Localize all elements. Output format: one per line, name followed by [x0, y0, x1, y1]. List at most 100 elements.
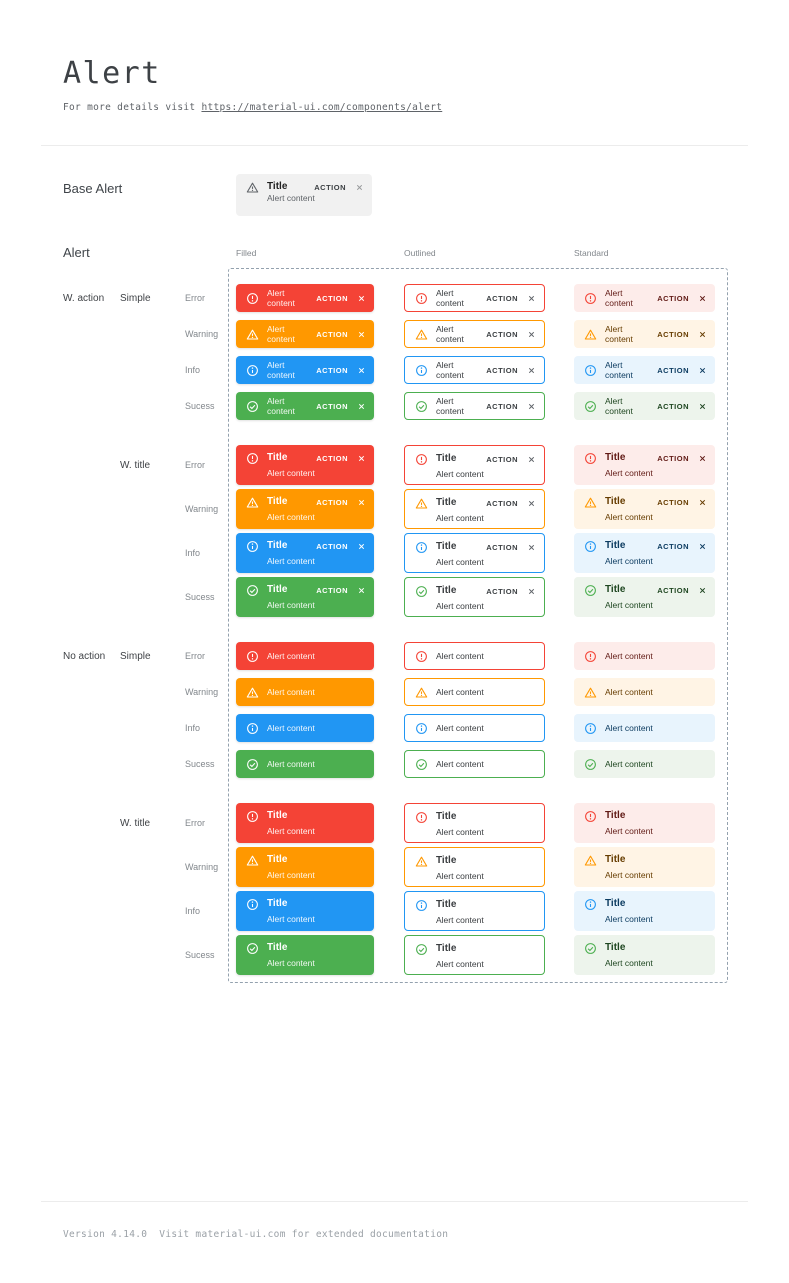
- error-outline-icon: [584, 650, 597, 663]
- alert-standard-warning: Alert content ACTION: [574, 320, 715, 348]
- close-icon[interactable]: [698, 402, 707, 411]
- close-icon[interactable]: [698, 330, 707, 339]
- alert-outlined-warning: Title Alert content: [404, 847, 545, 887]
- alert-action-button[interactable]: ACTION: [316, 585, 348, 595]
- alert-action-button[interactable]: ACTION: [316, 453, 348, 463]
- alert-action-button[interactable]: ACTION: [486, 586, 518, 596]
- alert-outlined-sucess: Alert content: [404, 750, 545, 778]
- alert-title: Title: [267, 452, 288, 463]
- close-icon[interactable]: [357, 402, 366, 411]
- docs-link[interactable]: https://material-ui.com/components/alert: [201, 102, 443, 113]
- alert-content: Alert content: [436, 469, 484, 479]
- alert-action-button[interactable]: ACTION: [316, 365, 348, 375]
- close-icon[interactable]: [527, 366, 536, 375]
- alert-title: Title: [605, 540, 626, 551]
- row-severity-label: Sucess: [185, 592, 215, 602]
- row-variant-label: Simple: [120, 292, 151, 304]
- alert-standard-info: Title Alert content: [574, 891, 715, 931]
- alert-filled-error: Alert content ACTION: [236, 284, 374, 312]
- warning-triangle-icon: [584, 496, 597, 509]
- alert-action-button[interactable]: ACTION: [657, 541, 689, 551]
- alert-action-button[interactable]: ACTION: [657, 293, 689, 303]
- close-icon[interactable]: [357, 294, 366, 303]
- alert-action-button[interactable]: ACTION: [316, 329, 348, 339]
- alert-action-button[interactable]: ACTION: [486, 401, 518, 411]
- alert-filled-warning: Title Alert content: [236, 847, 374, 887]
- close-icon[interactable]: [698, 586, 707, 595]
- alert-content: Alert content: [436, 959, 484, 969]
- close-icon[interactable]: [357, 330, 366, 339]
- alert-content: Alert content: [436, 687, 484, 697]
- alert-action-button[interactable]: ACTION: [316, 541, 348, 551]
- warning-triangle-icon: [246, 686, 259, 699]
- close-icon[interactable]: [357, 542, 366, 551]
- close-icon[interactable]: [357, 366, 366, 375]
- alert-message: Title Alert content: [605, 810, 707, 836]
- alert-row: W. title Error Title ACTION Alert content Tit…: [63, 445, 789, 485]
- close-icon[interactable]: [698, 294, 707, 303]
- alert-standard-error: Title Alert content: [574, 803, 715, 843]
- close-icon[interactable]: [357, 498, 366, 507]
- page-title: Alert: [63, 56, 161, 91]
- close-icon[interactable]: [527, 543, 536, 552]
- alert-row: Info Alert content Alert content Alert cont…: [63, 714, 789, 742]
- alert-row: Warning Alert content ACTION Alert content A…: [63, 320, 789, 348]
- alert-row: No action Simple Error Alert content Alert c…: [63, 642, 789, 670]
- alert-row: W. action Simple Error Alert content ACTION A…: [63, 284, 789, 312]
- close-icon[interactable]: [357, 454, 366, 463]
- alert-message: Title Alert content: [267, 898, 366, 924]
- alert-action-button[interactable]: ACTION: [657, 329, 689, 339]
- alert-action-button[interactable]: ACTION: [486, 542, 518, 552]
- alert-filled-warning: Alert content: [236, 678, 374, 706]
- close-icon[interactable]: [698, 542, 707, 551]
- alert-action-button[interactable]: ACTION: [316, 293, 348, 303]
- close-icon[interactable]: [698, 498, 707, 507]
- alert-content: Alert content: [605, 468, 653, 478]
- alert-filled-info: Alert content: [236, 714, 374, 742]
- close-icon[interactable]: [698, 454, 707, 463]
- alert-action-button[interactable]: ACTION: [316, 497, 348, 507]
- close-icon[interactable]: [527, 499, 536, 508]
- alert-title: Title: [605, 496, 626, 507]
- close-icon[interactable]: [527, 402, 536, 411]
- subtitle: For more details visit https://material-…: [63, 102, 727, 113]
- alert-action-button[interactable]: ACTION: [657, 365, 689, 375]
- close-icon[interactable]: [527, 294, 536, 303]
- alert-action-button[interactable]: ACTION: [486, 454, 518, 464]
- alert-action-button[interactable]: ACTION: [486, 498, 518, 508]
- alert-standard-error: Alert content ACTION: [574, 284, 715, 312]
- alert-action-button[interactable]: ACTION: [486, 329, 518, 339]
- alert-message: Title ACTION Alert content: [267, 540, 366, 566]
- close-icon[interactable]: [357, 586, 366, 595]
- check-circle-outline-icon: [246, 758, 259, 771]
- alert-content: Alert content: [436, 915, 484, 925]
- alert-outlined-warning: Alert content ACTION: [404, 320, 545, 348]
- alert-content: Alert content: [267, 687, 315, 697]
- close-icon[interactable]: [355, 183, 364, 192]
- alert-outlined-error: Alert content ACTION: [404, 284, 545, 312]
- alert-action-button[interactable]: ACTION: [486, 365, 518, 375]
- alert-action-button[interactable]: ACTION: [657, 585, 689, 595]
- alert-outlined-info: Alert content ACTION: [404, 356, 545, 384]
- warning-triangle-icon: [415, 855, 428, 868]
- alert-action-button[interactable]: ACTION: [657, 401, 689, 411]
- alert-title: Title: [267, 540, 288, 551]
- info-outline-icon: [584, 364, 597, 377]
- alert-content: Alert content: [267, 288, 295, 308]
- close-icon[interactable]: [527, 330, 536, 339]
- alert-row: Sucess Title ACTION Alert content Title ACTIO…: [63, 577, 789, 617]
- alert-action-button[interactable]: ACTION: [486, 293, 518, 303]
- close-icon[interactable]: [698, 366, 707, 375]
- close-icon[interactable]: [527, 455, 536, 464]
- alert-action-button[interactable]: ACTION: [316, 401, 348, 411]
- close-icon[interactable]: [527, 587, 536, 596]
- alert-standard-warning: Alert content: [574, 678, 715, 706]
- alert-content: Alert content: [267, 193, 315, 203]
- row-severity-label: Warning: [185, 329, 219, 339]
- alert-content: Alert content: [436, 324, 464, 344]
- alert-action-button[interactable]: ACTION: [657, 497, 689, 507]
- alert-title: Title: [605, 898, 626, 909]
- alert-action-button[interactable]: ACTION: [314, 182, 346, 192]
- alert-action-button[interactable]: ACTION: [657, 453, 689, 463]
